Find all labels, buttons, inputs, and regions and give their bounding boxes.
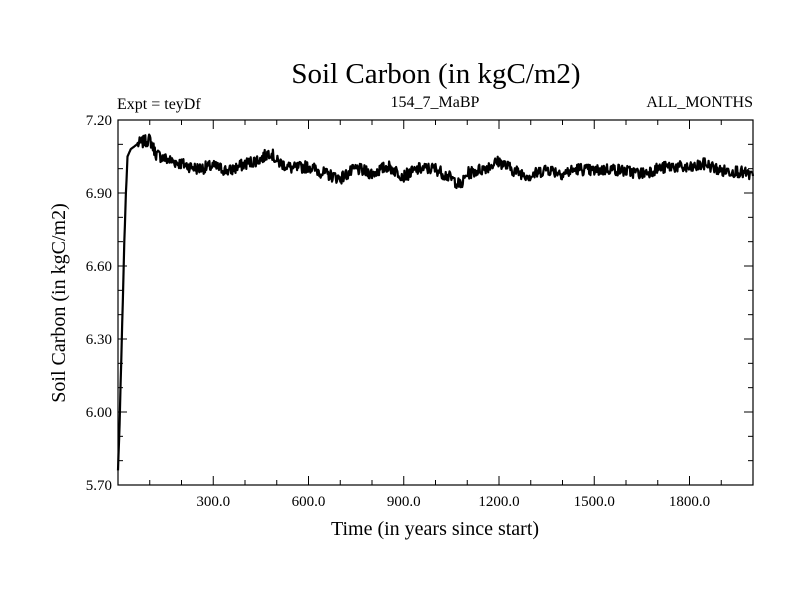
chart-title: Soil Carbon (in kgC/m2) — [291, 58, 580, 90]
y-tick-label: 6.60 — [86, 259, 112, 275]
y-tick-label: 6.90 — [86, 186, 112, 202]
x-tick-label: 1800.0 — [669, 494, 710, 510]
x-tick-label: 300.0 — [196, 494, 230, 510]
y-tick-label: 5.70 — [86, 478, 112, 494]
x-tick-label: 600.0 — [292, 494, 326, 510]
x-tick-label: 1500.0 — [574, 494, 615, 510]
months-label: ALL_MONTHS — [646, 94, 753, 111]
y-tick-label: 7.20 — [86, 113, 112, 129]
plot-frame — [117, 119, 754, 486]
x-axis-label: Time (in years since start) — [331, 518, 539, 540]
y-tick-label: 6.30 — [86, 332, 112, 348]
x-tick-label: 1200.0 — [478, 494, 519, 510]
plot-area — [116, 133, 755, 471]
period-label: 154_7_MaBP — [391, 94, 480, 111]
tick-layer: 300.0 600.0 900.0 1200.0 1500.0 1800.0 5.70 6.0… — [86, 113, 753, 510]
y-tick-label: 6.00 — [86, 405, 112, 421]
x-tick-label: 900.0 — [387, 494, 421, 510]
soil-carbon-series-line — [116, 133, 755, 471]
experiment-label: Expt = teyDf — [117, 96, 201, 113]
y-axis-label: Soil Carbon (in kgC/m2) — [48, 203, 70, 402]
